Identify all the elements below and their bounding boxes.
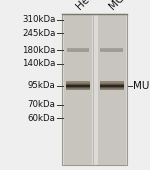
Bar xyxy=(100,86,124,87)
Bar xyxy=(66,86,90,87)
Bar xyxy=(100,89,124,90)
Bar xyxy=(67,48,89,49)
Text: 70kDa: 70kDa xyxy=(28,100,56,109)
Bar xyxy=(66,81,90,82)
Bar xyxy=(100,82,124,83)
Text: 140kDa: 140kDa xyxy=(22,59,56,68)
Bar xyxy=(100,84,124,85)
Bar xyxy=(67,50,89,51)
Bar xyxy=(66,87,90,88)
Text: MCF-7: MCF-7 xyxy=(108,0,138,12)
Bar xyxy=(100,83,124,84)
Text: 245kDa: 245kDa xyxy=(22,29,56,38)
Bar xyxy=(66,84,90,85)
Text: 60kDa: 60kDa xyxy=(28,114,56,123)
Bar xyxy=(100,87,124,88)
Bar xyxy=(100,49,123,50)
Bar xyxy=(64,14,92,165)
Text: 310kDa: 310kDa xyxy=(22,15,56,24)
Bar xyxy=(100,81,124,82)
Bar xyxy=(62,14,127,165)
Bar xyxy=(66,83,90,84)
Bar xyxy=(100,88,124,89)
Text: MUC4: MUC4 xyxy=(133,81,150,91)
Text: HeLa: HeLa xyxy=(74,0,100,12)
Bar xyxy=(67,51,89,52)
Bar xyxy=(66,88,90,89)
Bar xyxy=(66,89,90,90)
Bar xyxy=(100,50,123,51)
Bar xyxy=(66,85,90,86)
Bar xyxy=(100,48,123,49)
Text: 180kDa: 180kDa xyxy=(22,46,56,55)
Bar xyxy=(100,51,123,52)
Bar xyxy=(66,82,90,83)
Bar xyxy=(67,49,89,50)
Bar xyxy=(100,85,124,86)
Bar xyxy=(98,14,126,165)
Text: 95kDa: 95kDa xyxy=(28,81,56,90)
